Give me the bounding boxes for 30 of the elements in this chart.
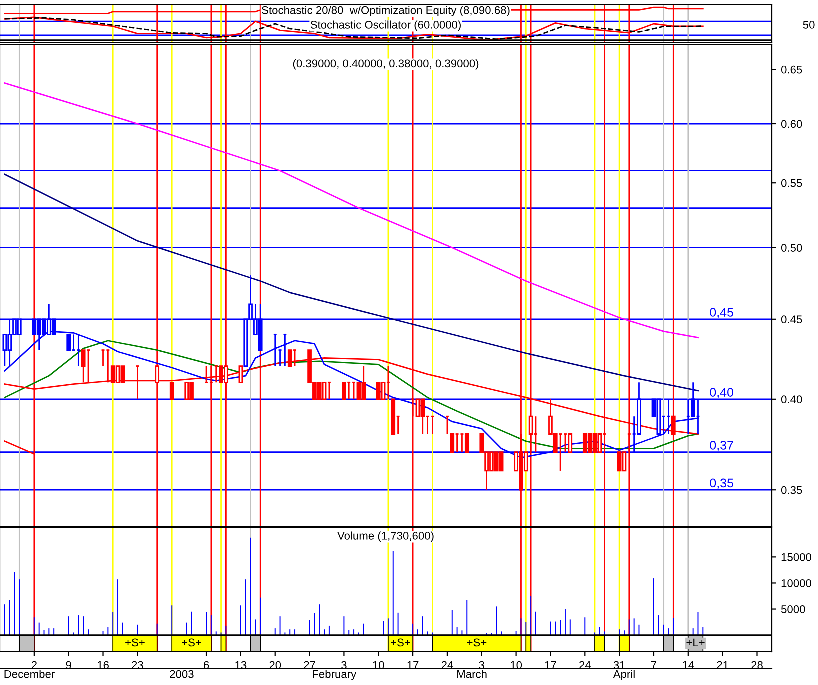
y-tick-label: 0.50 [781, 244, 802, 252]
y-tick-label: 0.40 [781, 396, 802, 404]
x2-tick-label: 2003 [170, 670, 194, 678]
ref-line-label: 0,45 [710, 308, 734, 318]
y-tick-label: 0.45 [781, 316, 802, 324]
ref-line-label: 0,40 [710, 388, 734, 398]
y-tick-label: 0.35 [781, 486, 802, 494]
y-tick-label: 0.60 [781, 120, 802, 128]
chart-title: Stochastic 20/80 w/Optimization Equity (8,090.68) [262, 6, 510, 16]
x2-tick-label: April [613, 670, 635, 680]
band-label: +S+ [182, 638, 202, 647]
text: (0.39000, 0.40000, 0.38000, 0.39000) [293, 59, 479, 70]
text: 50 [803, 21, 815, 29]
x2-tick-label: March [458, 670, 487, 678]
ref-line-label: 0,35 [710, 478, 734, 490]
y-tick-label: 0.65 [781, 66, 802, 74]
band-label: +L+ [686, 638, 705, 647]
band-label: +S+ [126, 638, 145, 647]
x-tick-label: 7 [651, 661, 657, 670]
text: Stochastic Oscillator (60.0000) [310, 20, 461, 32]
y-tick-label: 0.55 [781, 179, 802, 188]
x2-tick-label: December [4, 670, 55, 678]
ref-line-label: 0,37 [710, 441, 734, 452]
band-label: +S+ [467, 638, 487, 647]
y-tick-label: 10000 [782, 579, 812, 588]
chart-title: Volume (1,730,600) [338, 532, 434, 542]
y-tick-label: 5000 [781, 606, 806, 614]
band-label: +S+ [391, 638, 410, 647]
y-tick-label: 15000 [782, 553, 812, 562]
x2-tick-label: February [313, 670, 357, 680]
